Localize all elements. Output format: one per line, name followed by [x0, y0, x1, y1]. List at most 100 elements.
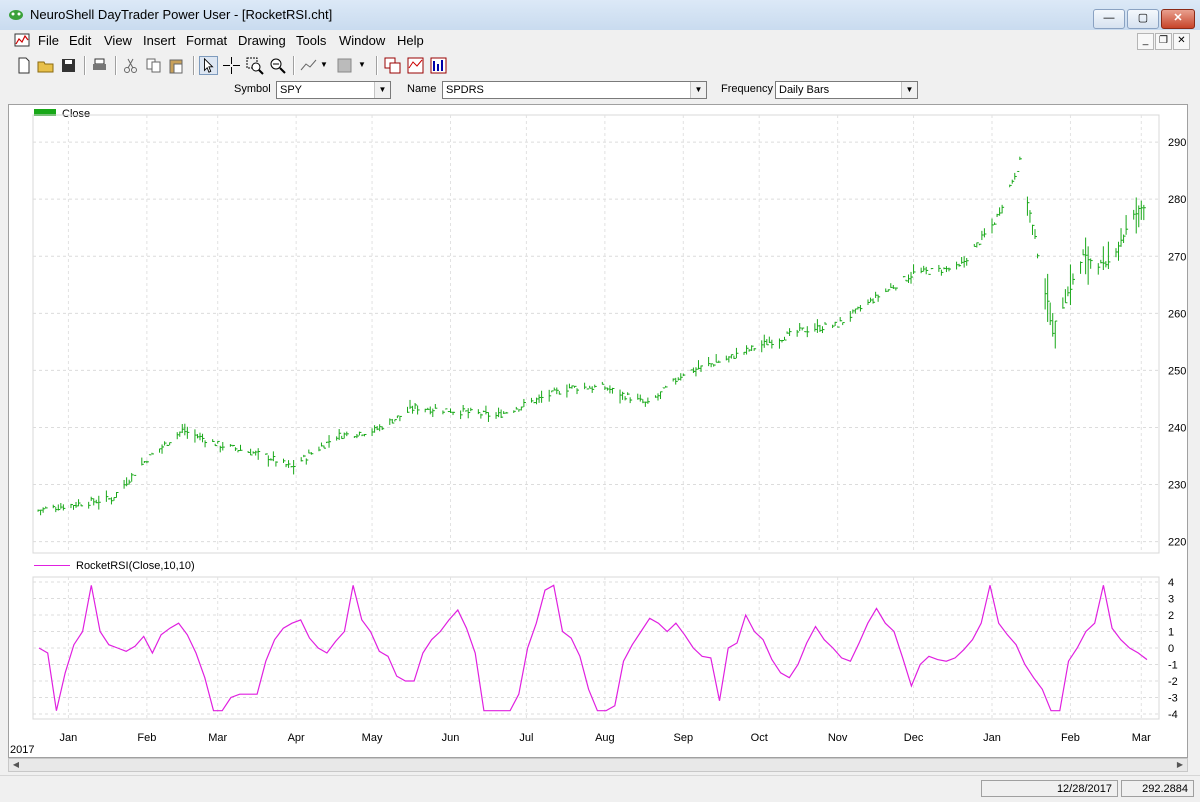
indicator-ytick-label: -2 — [1168, 676, 1178, 688]
month-tick-label: Jun — [442, 732, 460, 744]
crosshair-icon[interactable] — [222, 56, 241, 75]
price-ytick-label: 260 — [1168, 308, 1186, 320]
indicator-ytick-label: 0 — [1168, 643, 1174, 655]
month-tick-label: Nov — [828, 732, 848, 744]
bar-chart-icon[interactable] — [429, 56, 448, 75]
price-panel-frame — [32, 114, 1160, 554]
close-button[interactable]: ✕ — [1161, 9, 1195, 29]
window-title: NeuroShell DayTrader Power User - [Rocke… — [30, 7, 333, 22]
indicator-ytick-label: 2 — [1168, 610, 1174, 622]
chart-area[interactable]: Close RocketRSI(Close,10,10) 220 230 240 25… — [8, 104, 1188, 758]
frequency-value: Daily Bars — [779, 84, 830, 96]
menu-bar: File Edit View Insert Format Drawing Too… — [0, 30, 1200, 51]
toolbar-separator — [115, 56, 117, 75]
month-tick-label: Jan — [983, 732, 1001, 744]
menu-window[interactable]: Window — [339, 33, 386, 48]
copy-icon[interactable] — [144, 56, 163, 75]
month-tick-label: Mar — [1132, 732, 1151, 744]
rocketrsi-line — [38, 584, 1148, 712]
menu-drawing[interactable]: Drawing — [238, 33, 286, 48]
pointer-arrow-icon[interactable] — [199, 56, 218, 75]
toolbar-separator — [293, 56, 295, 75]
print-icon[interactable] — [90, 56, 109, 75]
rocketrsi-legend-label: RocketRSI(Close,10,10) — [76, 560, 195, 572]
chart-indicator-icon[interactable] — [406, 56, 425, 75]
indicator-ytick-label: 3 — [1168, 593, 1174, 605]
paste-icon[interactable] — [167, 56, 186, 75]
price-ytick-label: 280 — [1168, 194, 1186, 206]
new-file-icon[interactable] — [14, 56, 33, 75]
chart-canvas[interactable]: 220 230 240 250 260 270 280 290 4 3 2 1 0 -1 -2 -3 -4 Jan… — [9, 105, 1187, 757]
dropdown-arrow-icon[interactable]: ▼ — [320, 60, 328, 69]
indicator-ytick-label: -3 — [1168, 693, 1178, 705]
month-tick-label: Jan — [60, 732, 78, 744]
zoom-in-icon[interactable] — [245, 56, 264, 75]
dropdown-arrow-icon[interactable]: ▼ — [358, 60, 366, 69]
month-tick-label: May — [362, 732, 383, 744]
open-folder-icon[interactable] — [36, 56, 55, 75]
price-ytick-label: 290 — [1168, 137, 1186, 149]
price-legend[interactable]: Close — [34, 108, 90, 120]
chevron-down-icon[interactable]: ▼ — [901, 82, 917, 98]
rocketrsi-legend-swatch — [34, 565, 70, 566]
month-tick-label: Dec — [904, 732, 924, 744]
menu-file[interactable]: File — [38, 33, 59, 48]
close-legend-label: Close — [62, 108, 91, 120]
symbol-label: Symbol — [234, 83, 271, 95]
frequency-combo[interactable]: Daily Bars ▼ — [775, 81, 918, 99]
menu-tools[interactable]: Tools — [296, 33, 327, 48]
mdi-restore-button[interactable]: ❐ — [1155, 33, 1172, 50]
month-tick-label: Sep — [674, 732, 694, 744]
chevron-down-icon[interactable]: ▼ — [374, 82, 390, 98]
cut-scissors-icon[interactable] — [121, 56, 140, 75]
chart-window-icon[interactable] — [383, 56, 402, 75]
toolbar-separator — [193, 56, 195, 75]
menu-help[interactable]: Help — [397, 33, 424, 48]
indicator-ytick-label: 1 — [1168, 626, 1174, 638]
close-legend-swatch — [34, 109, 56, 116]
indicator-ytick-label: -4 — [1168, 709, 1178, 721]
toolbar-separator — [84, 56, 86, 75]
mdi-close-button[interactable]: ✕ — [1173, 33, 1190, 50]
month-tick-label: Apr — [288, 732, 305, 744]
month-tick-label: Aug — [595, 732, 615, 744]
indicator-legend[interactable]: RocketRSI(Close,10,10) — [34, 560, 195, 572]
month-tick-label: Feb — [137, 732, 156, 744]
save-disk-icon[interactable] — [59, 56, 78, 75]
minimize-button[interactable]: — — [1093, 9, 1125, 29]
name-label: Name — [407, 83, 437, 95]
menu-edit[interactable]: Edit — [69, 33, 92, 48]
price-ytick-label: 230 — [1168, 480, 1186, 492]
horizontal-scrollbar[interactable]: ◀ ▶ — [8, 758, 1188, 772]
month-tick-label: Oct — [751, 732, 768, 744]
scroll-right-icon[interactable]: ▶ — [1176, 760, 1184, 769]
status-bar: 12/28/2017 292.2884 — [0, 775, 1200, 802]
line-drawing-icon[interactable] — [299, 56, 318, 75]
title-bar: NeuroShell DayTrader Power User - [Rocke… — [0, 0, 1200, 31]
month-tick-label: Jul — [519, 732, 533, 744]
price-ytick-label: 220 — [1168, 537, 1186, 549]
symbol-combo[interactable]: SPY ▼ — [276, 81, 391, 99]
maximize-button[interactable]: ▢ — [1127, 9, 1159, 29]
symbol-value: SPY — [280, 84, 303, 96]
menu-view[interactable]: View — [104, 33, 132, 48]
price-ytick-label: 240 — [1168, 422, 1186, 434]
neuroshell-app-icon — [9, 10, 23, 20]
status-date: 12/28/2017 — [981, 780, 1118, 797]
symbol-bar: Symbol SPY ▼ Name SPDRS ▼ Frequency Dail… — [0, 80, 1200, 102]
fill-pattern-icon[interactable] — [335, 56, 354, 75]
month-tick-label: Feb — [1061, 732, 1080, 744]
chart-doc-icon[interactable] — [14, 33, 30, 47]
menu-format[interactable]: Format — [186, 33, 228, 48]
zoom-out-icon[interactable] — [268, 56, 287, 75]
month-tick-label: Mar — [208, 732, 227, 744]
name-combo[interactable]: SPDRS ▼ — [442, 81, 707, 99]
chevron-down-icon[interactable]: ▼ — [690, 82, 706, 98]
scroll-left-icon[interactable]: ◀ — [12, 760, 20, 769]
price-ytick-label: 270 — [1168, 251, 1186, 263]
menu-insert[interactable]: Insert — [143, 33, 176, 48]
mdi-minimize-button[interactable]: _ — [1137, 33, 1154, 50]
frequency-label: Frequency — [721, 83, 773, 95]
name-value: SPDRS — [446, 84, 484, 96]
year-label: 2017 — [10, 744, 34, 756]
